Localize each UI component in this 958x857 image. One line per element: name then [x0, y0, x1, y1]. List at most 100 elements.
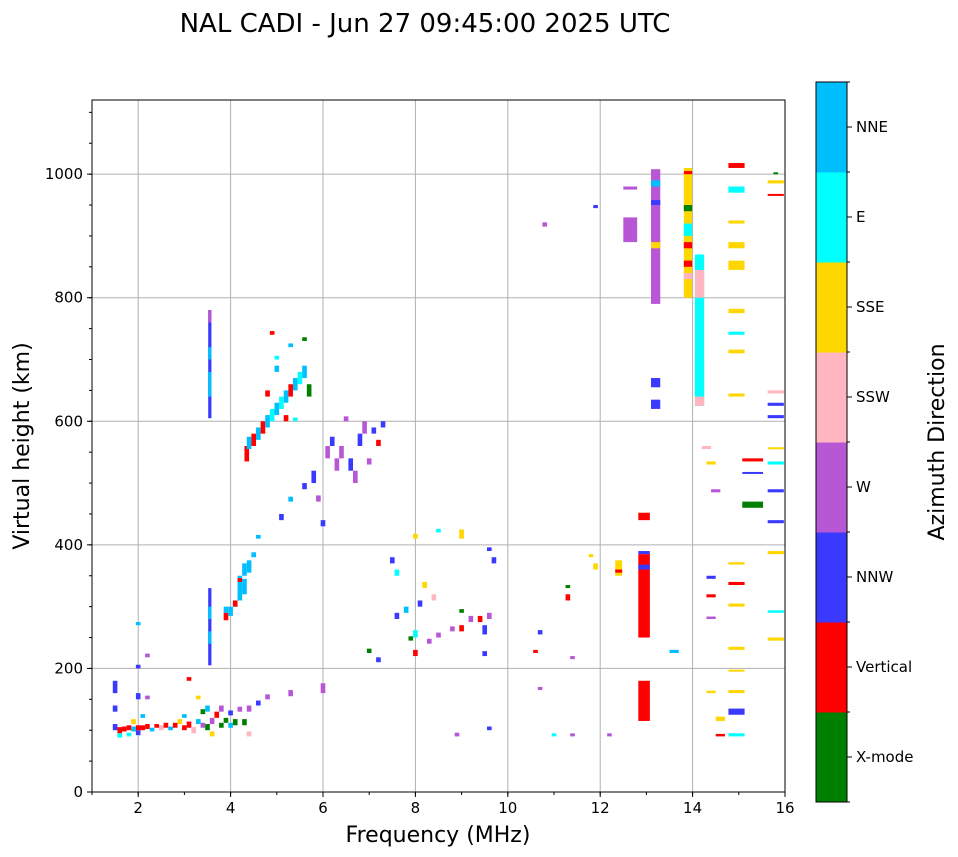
data-point — [477, 615, 483, 623]
data-point — [767, 415, 784, 419]
data-point — [638, 512, 650, 521]
data-point — [320, 520, 326, 527]
data-point — [482, 651, 488, 657]
data-point — [468, 615, 474, 623]
data-point — [256, 427, 261, 440]
data-point — [767, 461, 784, 465]
data-point — [638, 551, 650, 555]
data-point — [715, 716, 725, 721]
data-point — [182, 714, 187, 718]
data-point — [728, 260, 745, 270]
data-point — [767, 193, 784, 196]
data-point — [186, 721, 192, 728]
data-point — [394, 612, 400, 619]
data-point — [537, 630, 543, 635]
x-tick-label: 12 — [591, 799, 610, 817]
data-point — [742, 458, 764, 462]
data-point — [487, 612, 492, 619]
y-tick-label: 400 — [54, 536, 83, 554]
data-point — [694, 396, 705, 406]
data-point — [487, 726, 492, 731]
data-point — [325, 446, 330, 459]
data-point — [767, 551, 784, 555]
data-point — [208, 310, 212, 419]
data-point — [366, 648, 372, 653]
data-point — [205, 705, 210, 712]
data-point — [436, 632, 441, 638]
data-point — [366, 458, 372, 465]
data-point — [348, 458, 354, 471]
data-point — [126, 732, 132, 737]
data-point — [208, 347, 212, 360]
data-point — [683, 260, 693, 267]
data-point — [701, 446, 712, 450]
data-point — [256, 534, 261, 539]
data-point — [394, 569, 400, 576]
data-point — [135, 664, 141, 669]
data-point — [767, 390, 784, 394]
colorbar-segment-sse — [816, 262, 847, 353]
data-point — [711, 489, 721, 493]
y-tick-label: 800 — [54, 289, 83, 307]
data-point — [767, 447, 784, 450]
data-point — [228, 710, 233, 716]
data-point — [728, 220, 745, 224]
data-point — [283, 390, 289, 403]
data-point — [246, 731, 252, 737]
data-point — [728, 308, 745, 314]
data-point — [228, 606, 233, 616]
data-point — [208, 606, 212, 619]
data-point — [533, 649, 538, 653]
colorbar-tick-label: NNW — [856, 568, 893, 586]
data-point — [302, 365, 307, 379]
data-point — [706, 690, 716, 694]
data-point — [623, 186, 638, 190]
y-tick-label: 1000 — [45, 165, 83, 183]
data-point — [728, 646, 745, 650]
data-point — [706, 461, 716, 465]
data-point — [728, 708, 745, 715]
data-point — [292, 378, 298, 391]
data-point — [316, 495, 321, 502]
data-point — [182, 725, 187, 731]
data-point — [615, 569, 623, 573]
data-point — [413, 533, 418, 539]
data-point — [767, 520, 784, 524]
colorbar-segment-vertical — [816, 622, 847, 713]
data-point — [260, 421, 266, 434]
data-point — [279, 396, 284, 409]
x-tick-label: 6 — [318, 799, 328, 817]
x-tick-label: 4 — [226, 799, 236, 817]
data-point — [422, 581, 427, 589]
data-points — [112, 163, 784, 738]
data-point — [117, 727, 123, 734]
data-point — [694, 359, 705, 397]
data-point — [615, 560, 623, 576]
y-tick-label: 600 — [54, 412, 83, 430]
data-point — [651, 200, 661, 206]
data-point — [186, 677, 192, 681]
y-tick-label: 0 — [73, 783, 83, 801]
colorbar-tick-label: NNE — [856, 118, 888, 136]
data-point — [376, 439, 381, 446]
data-point — [237, 578, 243, 582]
data-point — [219, 705, 224, 712]
data-point — [145, 695, 150, 700]
data-point — [195, 695, 201, 700]
data-point — [200, 722, 206, 728]
chart-title: NAL CADI - Jun 27 09:45:00 2025 UTC — [180, 9, 671, 39]
data-point — [251, 552, 257, 558]
data-point — [112, 724, 118, 731]
data-point — [694, 269, 705, 298]
data-point — [623, 217, 638, 243]
data-point — [274, 355, 280, 360]
plot-frame — [91, 99, 786, 793]
data-point — [339, 446, 344, 459]
data-point — [283, 415, 289, 422]
data-point — [251, 433, 257, 446]
data-point — [288, 343, 293, 348]
data-point — [334, 458, 340, 471]
data-point — [742, 471, 764, 474]
data-point — [565, 594, 571, 601]
data-point — [380, 421, 386, 428]
